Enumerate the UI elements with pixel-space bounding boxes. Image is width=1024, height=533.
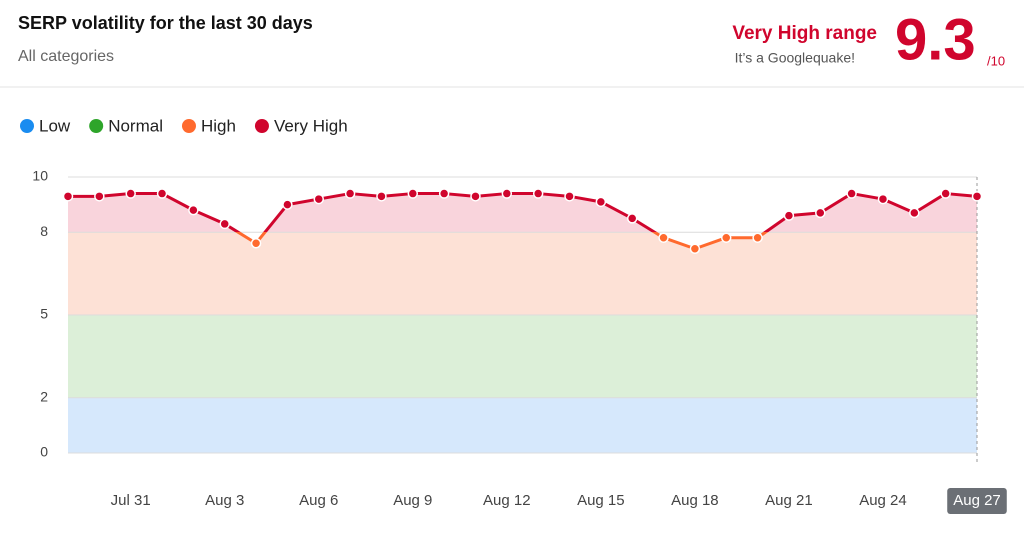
status-label: Very High range	[732, 23, 877, 44]
point	[438, 188, 450, 199]
legend-marker	[89, 119, 104, 133]
x-tick-label: Aug 24	[859, 492, 907, 509]
x-tick-label: Jul 31	[111, 492, 151, 509]
y-tick-label: 8	[40, 223, 48, 239]
point	[877, 193, 889, 205]
x-tick-label: Aug 21	[765, 492, 813, 509]
point	[313, 193, 325, 205]
x-tick-label: Aug 3	[205, 492, 244, 509]
point	[282, 199, 293, 210]
point	[909, 207, 920, 219]
point	[94, 191, 105, 202]
point	[125, 188, 136, 199]
point	[815, 207, 826, 219]
point	[156, 188, 168, 199]
point	[501, 188, 513, 199]
legend-label: Very High	[274, 116, 348, 135]
legend-marker	[254, 119, 269, 133]
area-above-line	[68, 177, 977, 249]
point	[846, 188, 857, 199]
legend-marker	[181, 119, 196, 133]
y-tick-label: 2	[40, 389, 48, 405]
legend-marker	[20, 119, 34, 133]
x-tick-label: Aug 18	[671, 492, 719, 509]
score-suffix: /10	[987, 53, 1005, 68]
point	[752, 232, 763, 243]
point	[344, 188, 356, 199]
band	[68, 397, 977, 453]
point	[626, 213, 638, 224]
line	[68, 192, 978, 251]
legend-label: Normal	[108, 116, 163, 135]
point	[783, 210, 795, 221]
x-tick-label: Aug 6	[299, 492, 338, 509]
point	[219, 218, 230, 230]
y-tick-label: 10	[32, 168, 48, 184]
point	[250, 237, 262, 249]
band	[68, 232, 977, 315]
x-tick-label: Aug 12	[483, 492, 531, 509]
x-tick-label: Aug 9	[393, 492, 432, 509]
point	[470, 191, 481, 202]
chart-title: SERP volatility for the last 30 days	[18, 13, 313, 33]
chart-subtitle: All categories	[18, 48, 114, 65]
point	[658, 232, 669, 243]
point	[595, 196, 607, 208]
point	[188, 204, 199, 216]
x-tick-label: Aug 27	[953, 492, 1001, 509]
y-tick-label: 0	[40, 444, 48, 460]
point	[532, 188, 544, 199]
band	[68, 315, 977, 398]
point	[971, 191, 983, 202]
point	[376, 191, 387, 202]
score: 9.3	[895, 7, 976, 72]
point	[407, 188, 419, 199]
point	[689, 243, 701, 255]
point	[720, 232, 732, 243]
point	[62, 191, 74, 202]
point	[564, 191, 575, 202]
legend-label: Low	[39, 116, 71, 135]
x-tick-label: Aug 15	[577, 492, 625, 509]
x-label-highlight	[947, 488, 1007, 514]
status-note: It’s a Googlequake!	[735, 50, 855, 66]
point	[940, 188, 951, 199]
legend-label: High	[201, 116, 236, 135]
y-tick-label: 5	[40, 306, 48, 322]
